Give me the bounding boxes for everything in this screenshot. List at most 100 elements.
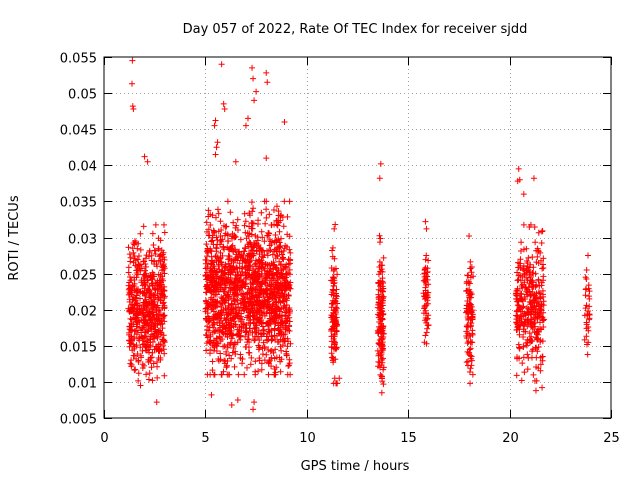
data-point	[242, 244, 249, 251]
data-point	[157, 329, 164, 336]
data-point	[424, 293, 431, 300]
data-point	[378, 335, 385, 342]
data-point	[583, 333, 590, 340]
data-point	[520, 334, 527, 341]
data-point	[223, 364, 230, 371]
data-point	[583, 325, 590, 332]
data-point	[213, 342, 220, 349]
data-point	[203, 219, 210, 226]
data-point	[258, 228, 265, 235]
data-point	[270, 318, 277, 325]
x-tick-label: 15	[400, 431, 417, 446]
data-point	[521, 279, 528, 286]
data-point	[334, 271, 341, 278]
data-point	[237, 272, 244, 279]
data-point	[235, 330, 242, 337]
data-point	[204, 228, 211, 235]
data-point	[272, 308, 279, 315]
data-point	[532, 387, 539, 394]
data-point	[161, 372, 168, 379]
data-point	[277, 336, 284, 343]
data-point	[214, 327, 221, 334]
data-point	[234, 216, 241, 223]
data-point	[266, 247, 273, 254]
data-point	[151, 258, 158, 265]
data-point	[519, 285, 526, 292]
data-point	[376, 359, 383, 366]
data-point	[329, 319, 336, 326]
data-point	[515, 321, 522, 328]
data-point	[220, 270, 227, 277]
data-point	[515, 341, 522, 348]
data-point	[206, 339, 213, 346]
data-point	[468, 355, 475, 362]
data-point	[209, 234, 216, 241]
data-point	[330, 313, 337, 320]
data-point	[464, 302, 471, 309]
data-point	[333, 314, 340, 321]
data-point	[133, 331, 140, 338]
data-point	[376, 239, 383, 246]
data-point	[155, 296, 162, 303]
data-point	[376, 280, 383, 287]
data-point	[520, 221, 527, 228]
data-point	[218, 238, 225, 245]
data-point	[537, 367, 544, 374]
data-point	[539, 261, 546, 268]
data-point	[203, 269, 210, 276]
data-point	[126, 323, 133, 330]
data-point	[243, 258, 250, 265]
data-point	[468, 269, 475, 276]
data-point	[422, 264, 429, 271]
data-point	[422, 332, 429, 339]
data-point	[135, 286, 142, 293]
data-point	[271, 239, 278, 246]
data-point	[156, 346, 163, 353]
data-point	[272, 346, 279, 353]
data-point	[276, 354, 283, 361]
data-point	[275, 282, 282, 289]
data-point	[159, 336, 166, 343]
data-point	[213, 291, 220, 298]
data-point	[378, 307, 385, 314]
data-point	[151, 247, 158, 254]
data-point	[135, 370, 142, 377]
data-point	[277, 212, 284, 219]
data-point	[513, 288, 520, 295]
data-point	[425, 257, 432, 264]
data-point	[263, 320, 270, 327]
data-point	[211, 321, 218, 328]
data-point	[215, 262, 222, 269]
data-point	[202, 315, 209, 322]
data-point	[238, 265, 245, 272]
data-point	[149, 269, 156, 276]
data-point	[230, 219, 237, 226]
data-point	[140, 223, 147, 230]
data-point	[224, 311, 231, 318]
data-point	[125, 264, 132, 271]
data-point	[247, 280, 254, 287]
data-point	[136, 324, 143, 331]
data-point	[276, 258, 283, 265]
data-point	[331, 279, 338, 286]
data-point	[242, 258, 249, 265]
data-point	[516, 331, 523, 338]
data-point	[227, 209, 234, 216]
data-point	[221, 323, 228, 330]
data-point	[222, 284, 229, 291]
data-point	[143, 252, 150, 259]
data-point	[534, 328, 541, 335]
data-point	[421, 339, 428, 346]
data-point	[530, 175, 537, 182]
data-point	[243, 344, 250, 351]
data-point	[332, 306, 339, 313]
data-point	[254, 272, 261, 279]
data-point	[150, 241, 157, 248]
y-tick-label: 0.04	[68, 160, 97, 175]
data-point	[581, 336, 588, 343]
data-point	[137, 230, 144, 237]
data-point	[246, 267, 253, 274]
data-point	[514, 269, 521, 276]
data-point	[513, 308, 520, 315]
data-point	[256, 337, 263, 344]
